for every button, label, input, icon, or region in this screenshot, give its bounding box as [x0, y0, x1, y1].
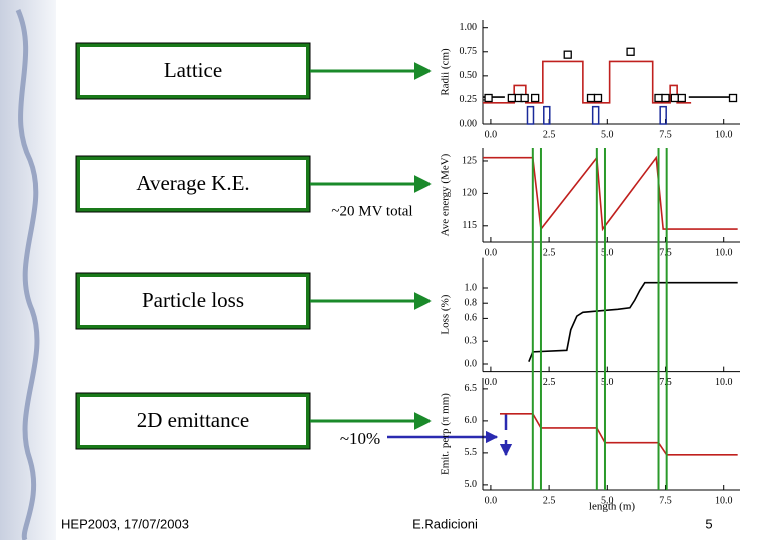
y-tick-label: 6.0 — [465, 415, 478, 426]
square-marker — [677, 93, 686, 103]
x-tick-label: 5.0 — [601, 247, 614, 258]
y-tick-label: 6.5 — [465, 383, 478, 394]
x-tick-label: 0.0 — [485, 247, 498, 258]
y-axis-label: Radii (cm) — [440, 48, 452, 96]
square-marker — [593, 93, 603, 103]
x-tick-label: 10.0 — [715, 495, 733, 506]
y-tick-label: 0.6 — [465, 313, 478, 324]
x-tick-label: 0.0 — [485, 377, 498, 388]
bar — [526, 105, 535, 125]
y-axis-label: Ave energy (MeV) — [440, 153, 452, 236]
square-marker — [530, 93, 540, 103]
square-marker — [563, 50, 572, 59]
box — [76, 43, 310, 99]
x-tick-label: 10.0 — [715, 247, 733, 258]
square-marker — [626, 47, 635, 56]
x-tick-label: 7.5 — [659, 129, 672, 140]
box-label: 2D emittance — [137, 408, 250, 432]
bar — [543, 105, 551, 125]
y-tick-label: 0.75 — [460, 46, 478, 57]
footer-center: E.Radicioni — [412, 516, 478, 531]
square-marker — [484, 93, 493, 103]
y-tick-label: 0.00 — [460, 118, 478, 129]
x-tick-label: 2.5 — [543, 129, 556, 140]
y-axis-label: Loss (%) — [440, 294, 452, 334]
energy-note: ~20 MV total — [331, 203, 412, 219]
x-tick-label: 10.0 — [715, 129, 733, 140]
box — [76, 156, 310, 212]
x-tick-label: 7.5 — [659, 495, 672, 506]
x-tick-label: 7.5 — [659, 377, 672, 388]
plots: Radii (cm) 0.00 0.25 0.50 0.75 1.00 0.0 2.5 5.0 7… — [440, 20, 740, 506]
y-tick-label: 115 — [462, 220, 477, 231]
page-number: 5 — [705, 516, 712, 531]
label-boxes: Lattice Average K.E. Particle loss 2D emitt… — [75, 42, 432, 450]
data-line — [528, 281, 738, 363]
box-label: Average K.E. — [136, 171, 249, 195]
box-label: Particle loss — [142, 288, 244, 312]
x-tick-label: 2.5 — [543, 377, 556, 388]
x-tick-label: 0.0 — [485, 129, 498, 140]
x-tick-label: 0.0 — [485, 495, 498, 506]
x-tick-label: 5.0 — [601, 377, 614, 388]
square-marker — [507, 93, 517, 103]
bar — [659, 105, 667, 125]
y-tick-label: 5.0 — [465, 479, 478, 490]
x-tick-label: 2.5 — [543, 247, 556, 258]
x-tick-label: 7.5 — [659, 247, 672, 258]
y-tick-label: 1.0 — [465, 282, 478, 293]
box — [76, 393, 310, 449]
y-tick-label: 0.8 — [465, 297, 478, 308]
box — [76, 273, 310, 329]
square-marker — [654, 93, 663, 103]
box-label: Lattice — [164, 58, 222, 82]
emittance-note: ~10% — [340, 429, 380, 448]
x-tick-label: 2.5 — [543, 495, 556, 506]
x-axis-label: length (m) — [589, 501, 635, 513]
x-tick-label: 5.0 — [601, 129, 614, 140]
data-line — [499, 413, 738, 456]
data-line — [483, 155, 738, 232]
footer-left: HEP2003, 17/07/2003 — [61, 516, 189, 531]
y-tick-label: 0.0 — [465, 358, 478, 369]
square-marker — [670, 93, 679, 103]
x-tick-label: 5.0 — [601, 495, 614, 506]
y-tick-label: 1.00 — [460, 22, 478, 33]
data-line — [483, 60, 692, 104]
y-tick-label: 5.5 — [465, 447, 478, 458]
square-marker — [728, 93, 738, 103]
y-tick-label: 125 — [462, 155, 477, 166]
bar — [591, 105, 600, 125]
y-tick-label: 0.3 — [465, 335, 478, 346]
square-marker — [586, 93, 596, 103]
square-marker — [520, 93, 529, 103]
x-tick-label: 10.0 — [715, 377, 733, 388]
y-tick-label: 0.25 — [460, 94, 478, 105]
square-marker — [661, 93, 670, 103]
y-tick-label: 0.50 — [460, 70, 478, 81]
y-tick-label: 120 — [462, 188, 477, 199]
swirl — [15, 8, 40, 540]
y-axis-label: Emit. perp (π mm) — [440, 393, 452, 475]
